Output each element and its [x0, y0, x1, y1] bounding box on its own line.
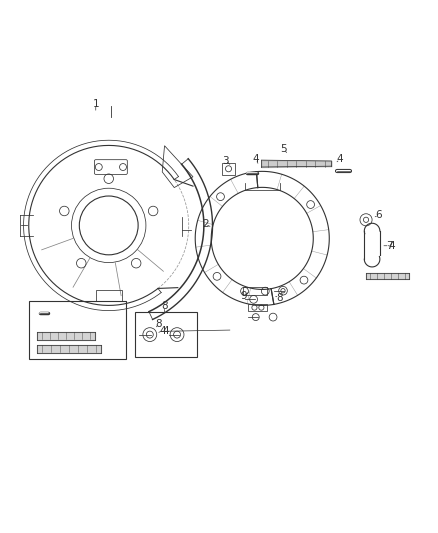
Text: 7: 7: [386, 241, 393, 251]
Bar: [243, 287, 267, 295]
Bar: [96, 290, 122, 301]
Text: 2: 2: [202, 219, 208, 229]
Text: 4: 4: [163, 326, 170, 335]
Bar: [223, 163, 235, 175]
Text: 4: 4: [159, 326, 166, 335]
Bar: [134, 312, 198, 357]
Text: 8: 8: [276, 293, 283, 303]
Text: 4: 4: [252, 154, 259, 164]
Text: 9: 9: [241, 291, 247, 301]
Text: 6: 6: [376, 211, 382, 221]
Text: 5: 5: [281, 144, 287, 154]
Text: 3: 3: [222, 156, 229, 166]
Text: 8: 8: [155, 319, 162, 328]
Bar: [248, 304, 268, 311]
Text: 4: 4: [389, 241, 395, 251]
Text: 4: 4: [337, 154, 343, 164]
Text: 1: 1: [92, 99, 99, 109]
Text: 8: 8: [161, 301, 167, 311]
Bar: [29, 301, 126, 359]
